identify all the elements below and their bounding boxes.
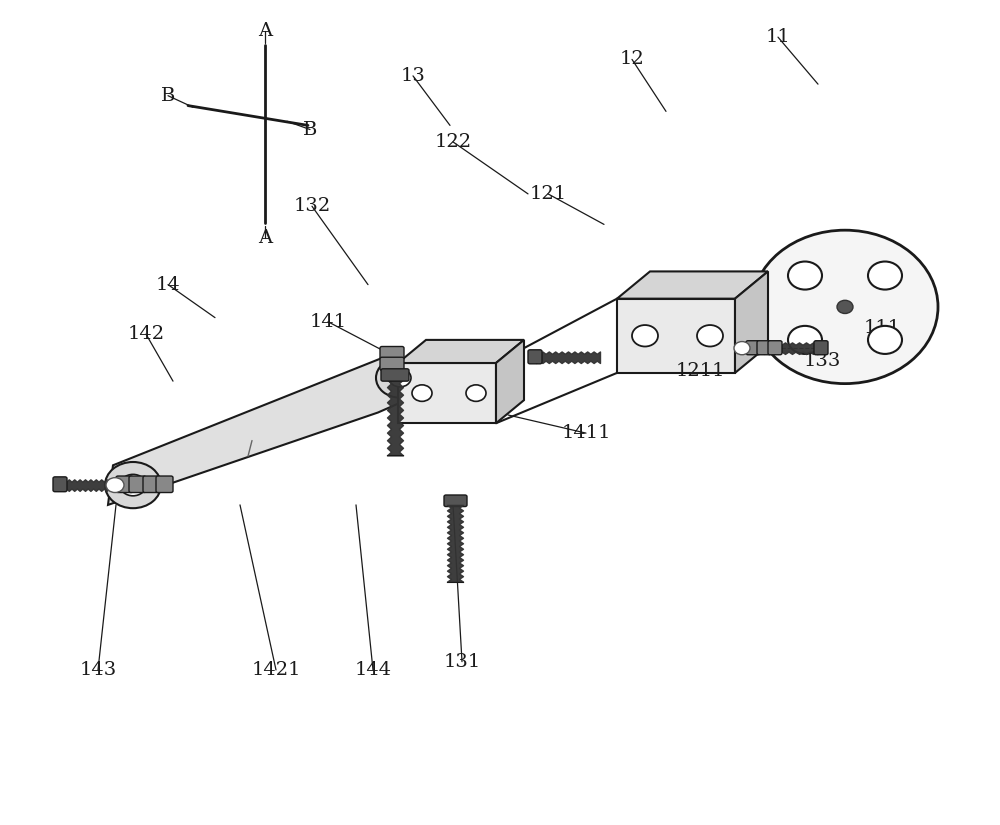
Text: 14: 14 <box>156 276 180 294</box>
Text: B: B <box>161 87 175 105</box>
Text: 111: 111 <box>863 319 901 337</box>
FancyBboxPatch shape <box>143 476 160 493</box>
Text: 144: 144 <box>354 661 392 679</box>
Polygon shape <box>496 340 524 423</box>
Text: 1421: 1421 <box>251 661 301 679</box>
FancyBboxPatch shape <box>380 346 404 360</box>
FancyBboxPatch shape <box>129 476 146 493</box>
Text: 1211: 1211 <box>675 362 725 380</box>
Text: B: B <box>303 120 317 139</box>
Circle shape <box>868 326 902 354</box>
Circle shape <box>412 384 432 402</box>
Circle shape <box>734 342 750 355</box>
Circle shape <box>632 325 658 346</box>
Polygon shape <box>617 299 735 373</box>
Circle shape <box>120 474 146 496</box>
Text: 13: 13 <box>401 67 425 85</box>
Circle shape <box>389 369 411 387</box>
Circle shape <box>788 326 822 354</box>
FancyBboxPatch shape <box>746 341 760 355</box>
Text: 141: 141 <box>309 313 347 331</box>
Circle shape <box>105 462 161 508</box>
Text: 132: 132 <box>293 197 331 215</box>
Text: 133: 133 <box>803 352 841 370</box>
Polygon shape <box>398 363 496 423</box>
Text: 1411: 1411 <box>561 424 611 442</box>
Circle shape <box>466 384 486 402</box>
Polygon shape <box>108 356 414 505</box>
Text: 143: 143 <box>79 661 117 679</box>
Text: 131: 131 <box>443 653 481 671</box>
FancyBboxPatch shape <box>528 350 542 364</box>
FancyBboxPatch shape <box>814 341 828 355</box>
Polygon shape <box>617 271 768 299</box>
FancyBboxPatch shape <box>156 476 173 493</box>
Text: A: A <box>258 22 272 40</box>
Text: 122: 122 <box>434 133 472 151</box>
Text: 11: 11 <box>766 28 790 46</box>
FancyBboxPatch shape <box>381 369 409 381</box>
FancyBboxPatch shape <box>757 341 771 355</box>
Polygon shape <box>398 340 524 363</box>
Circle shape <box>106 478 124 493</box>
Text: 12: 12 <box>620 50 644 68</box>
Circle shape <box>788 262 822 290</box>
Circle shape <box>868 262 902 290</box>
Circle shape <box>376 358 424 398</box>
Circle shape <box>697 325 723 346</box>
Text: A: A <box>258 229 272 247</box>
Circle shape <box>752 230 938 384</box>
Circle shape <box>837 300 853 314</box>
Text: 121: 121 <box>529 185 567 203</box>
Text: 142: 142 <box>127 325 165 343</box>
FancyBboxPatch shape <box>116 476 133 493</box>
FancyBboxPatch shape <box>53 477 67 492</box>
FancyBboxPatch shape <box>768 341 782 355</box>
FancyBboxPatch shape <box>444 495 467 507</box>
Polygon shape <box>735 271 768 373</box>
FancyBboxPatch shape <box>380 357 404 370</box>
